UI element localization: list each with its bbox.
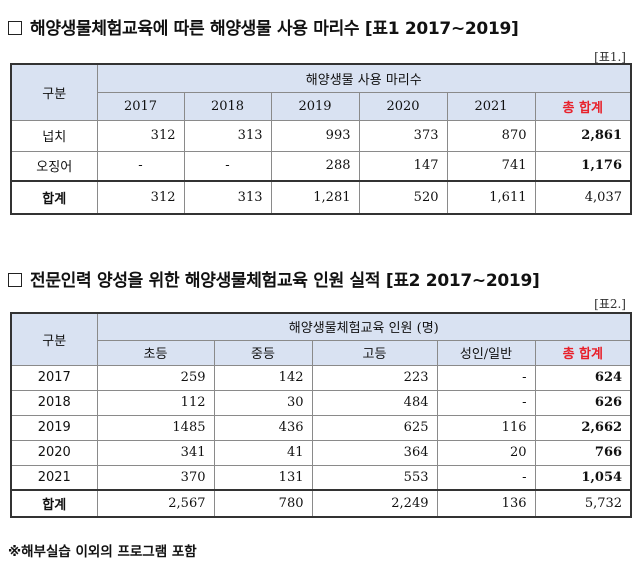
cell: 553 [311,464,438,491]
cell: 870 [446,119,536,152]
row-label: 2019 [10,414,98,441]
cell: 364 [311,439,438,466]
table2-total-header: 총 합계 [534,339,632,366]
cell: 223 [311,364,438,391]
checkbox-square-icon [8,21,22,35]
row-label: 2021 [10,464,98,491]
cell: 41 [213,439,313,466]
table2: 구분 해양생물체험교육 인원 (명) 초등 중등 고등 성인/일반 총 합계 2… [10,312,633,518]
total-cell: 5,732 [534,489,632,518]
table2-heading: 전문인력 양성을 위한 해양생물체험교육 인원 실적 [표2 2017~2019… [8,266,540,291]
cell: 112 [96,389,215,416]
total-cell: 4,037 [534,180,632,215]
cell: 30 [213,389,313,416]
table1-total-header: 총 합계 [534,91,632,121]
sum-row: 합계 312 313 1,281 520 1,611 4,037 [10,180,632,215]
cell: - [436,364,536,391]
cell: - [96,150,185,182]
table2-col-header: 고등 [311,339,438,366]
table1-col-header: 2019 [270,91,360,121]
total-cell: 2,662 [534,414,632,441]
table1-heading: 해양생물체험교육에 따른 해양생물 사용 마리수 [표1 2017~2019] [8,14,519,39]
cell: 520 [358,180,448,215]
total-cell: 1,176 [534,150,632,182]
table1-col-header: 2017 [96,91,185,121]
cell: - [436,389,536,416]
cell: - [436,464,536,491]
total-cell: 1,054 [534,464,632,491]
cell: 370 [96,464,215,491]
cell: 136 [436,489,536,518]
cell: 741 [446,150,536,182]
table1-group-label: 해양생물 사용 마리수 [96,63,632,93]
cell: 436 [213,414,313,441]
cell: 341 [96,439,215,466]
table1-heading-text: 해양생물체험교육에 따른 해양생물 사용 마리수 [표1 2017~2019] [30,19,519,39]
table-row: 2019 1485 436 625 116 2,662 [10,414,632,441]
cell: 313 [183,180,272,215]
cell: 1485 [96,414,215,441]
cell: 313 [183,119,272,152]
table1-col-header: 2018 [183,91,272,121]
table2-col-header: 중등 [213,339,313,366]
row-label: 2018 [10,389,98,416]
cell: 312 [96,180,185,215]
cell: 116 [436,414,536,441]
sum-row: 합계 2,567 780 2,249 136 5,732 [10,489,632,518]
cell: 131 [213,464,313,491]
cell: 142 [213,364,313,391]
table-row: 2020 341 41 364 20 766 [10,439,632,466]
total-cell: 626 [534,389,632,416]
table-row: 넙치 312 313 993 373 870 2,861 [10,119,632,152]
total-cell: 2,861 [534,119,632,152]
cell: 312 [96,119,185,152]
row-label: 넙치 [10,119,98,152]
cell: 373 [358,119,448,152]
checkbox-square-icon [8,273,22,287]
cell: 484 [311,389,438,416]
table2-group-label: 해양생물체험교육 인원 (명) [96,312,632,341]
cell: 780 [213,489,313,518]
cell: 625 [311,414,438,441]
table1-subheader-row: 2017 2018 2019 2020 2021 총 합계 [11,91,632,121]
table1-col-header: 2020 [358,91,448,121]
table2-rowhead-label: 구분 [10,312,98,366]
row-label: 2020 [10,439,98,466]
total-cell: 766 [534,439,632,466]
row-label: 오징어 [10,150,98,182]
table2-header-row: 구분 해양생물체험교육 인원 (명) [10,312,632,366]
table2-col-header: 초등 [96,339,215,366]
table2-heading-text: 전문인력 양성을 위한 해양생물체험교육 인원 실적 [표2 2017~2019… [30,271,540,291]
table-row: 2017 259 142 223 - 624 [10,364,632,391]
table1-tag: [표1.] [594,50,626,64]
sum-label: 합계 [10,180,98,215]
table-row: 2021 370 131 553 - 1,054 [10,464,632,491]
table1: 구분 해양생물 사용 마리수 2017 2018 2019 2020 2021 … [10,63,632,215]
table2-col-header: 성인/일반 [436,339,536,366]
footnote: ※해부실습 이외의 프로그램 포함 [8,544,197,560]
cell: - [183,150,272,182]
table2-subheader-row: 초등 중등 고등 성인/일반 총 합계 [11,339,632,366]
table-row: 오징어 - - 288 147 741 1,176 [10,150,632,182]
cell: 1,611 [446,180,536,215]
cell: 147 [358,150,448,182]
sum-label: 합계 [10,489,98,518]
table2-tag: [표2.] [594,297,626,311]
table1-header-row: 구분 해양생물 사용 마리수 [10,63,632,121]
cell: 288 [270,150,360,182]
cell: 2,567 [96,489,215,518]
cell: 20 [436,439,536,466]
cell: 2,249 [311,489,438,518]
table-row: 2018 112 30 484 - 626 [10,389,632,416]
cell: 259 [96,364,215,391]
cell: 1,281 [270,180,360,215]
table1-col-header: 2021 [446,91,536,121]
total-cell: 624 [534,364,632,391]
table1-rowhead-label: 구분 [10,63,98,121]
row-label: 2017 [10,364,98,391]
cell: 993 [270,119,360,152]
